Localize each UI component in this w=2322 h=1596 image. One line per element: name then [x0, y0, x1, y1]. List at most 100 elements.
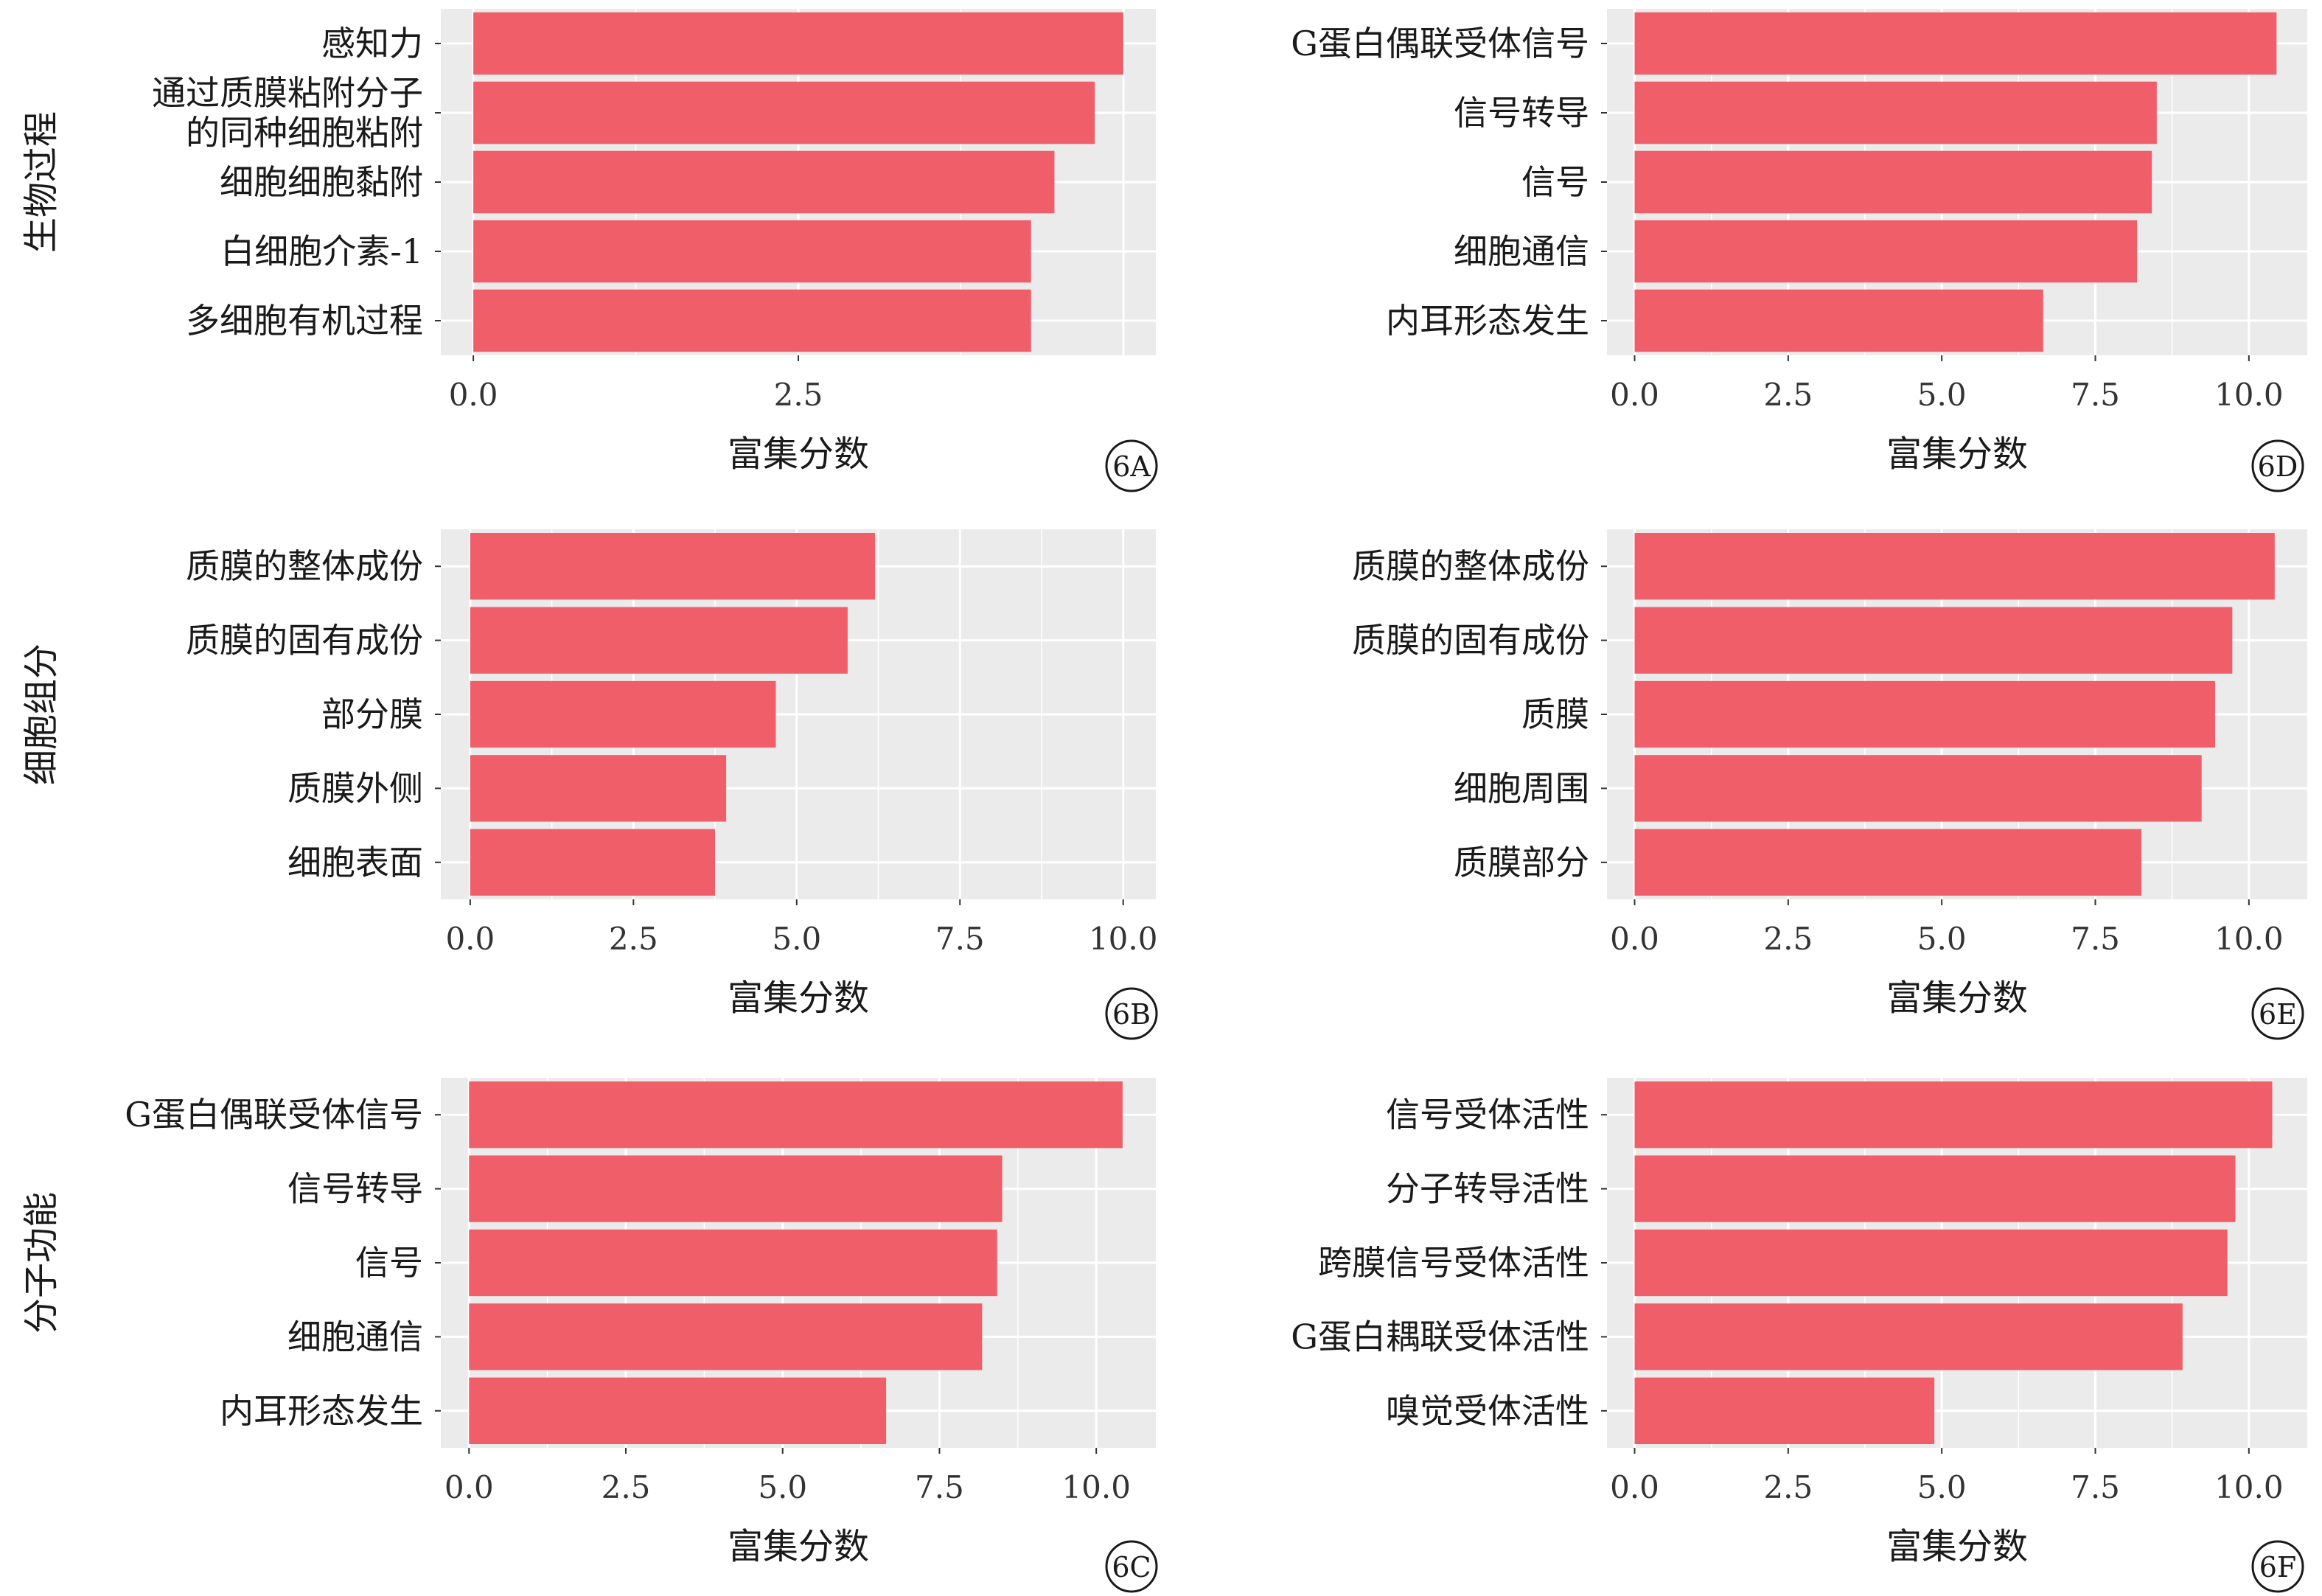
bar: [1634, 150, 2152, 214]
category-label: 细胞周围: [1454, 768, 1589, 808]
x-tick-label: 10.0: [2214, 1469, 2284, 1505]
x-axis-title: 富集分数: [728, 433, 869, 475]
x-tick-label: 2.5: [602, 1469, 651, 1505]
x-tick-label: 2.5: [1763, 377, 1813, 413]
panel-badge-label: 6A: [1112, 450, 1151, 483]
bar: [1634, 81, 2157, 144]
bar: [473, 81, 1095, 144]
category-label: 信号: [355, 1243, 423, 1283]
bar: [473, 289, 1031, 352]
x-tick-label: 0.0: [1610, 377, 1659, 413]
panel-badge: [2251, 439, 2304, 492]
x-tick-label: 2.5: [774, 377, 823, 413]
x-tick-label: 10.0: [2214, 377, 2284, 413]
panel-badge: [2251, 987, 2304, 1040]
x-tick-label: 10.0: [1061, 1469, 1131, 1505]
category-label: 信号转导: [1454, 93, 1589, 133]
x-tick-label: 7.5: [2071, 1469, 2120, 1505]
category-label: 多细胞有机过程: [186, 301, 423, 341]
bar: [470, 533, 876, 600]
panel-badge-label: 6D: [2258, 450, 2298, 483]
x-axis-title: 富集分数: [728, 978, 869, 1019]
category-label: 部分膜: [321, 694, 423, 734]
bar: [470, 755, 727, 822]
panel-badge-label: 6C: [1112, 1551, 1151, 1583]
category-label: 信号转导: [287, 1169, 423, 1209]
category-label: 细胞通信: [1454, 231, 1589, 271]
bar: [469, 1303, 983, 1370]
bar: [469, 1377, 887, 1444]
x-tick-label: 0.0: [449, 377, 498, 413]
category-label: G蛋白耦联受体活性: [1291, 1317, 1589, 1356]
bar: [1634, 220, 2138, 283]
bar: [470, 829, 716, 896]
x-tick-label: 7.5: [2071, 377, 2120, 413]
bar: [473, 220, 1031, 283]
category-label: 信号: [1521, 162, 1589, 202]
category-label: 质膜: [1521, 694, 1589, 734]
category-label: G蛋白偶联受体信号: [125, 1095, 423, 1135]
bar: [1634, 12, 2277, 75]
bar: [1634, 755, 2202, 822]
category-label: 信号受体活性: [1386, 1095, 1589, 1135]
x-tick-label: 0.0: [444, 1469, 494, 1505]
x-tick-label: 0.0: [1610, 1469, 1659, 1505]
row-label: 生物过程: [21, 111, 62, 253]
x-tick-label: 2.5: [1763, 1469, 1813, 1505]
category-label: 质膜的固有成份: [186, 621, 423, 661]
x-axis-title: 富集分数: [728, 1526, 869, 1567]
bar: [469, 1155, 1003, 1222]
bar: [1634, 829, 2141, 896]
category-label: 的同种细胞粘附: [186, 113, 423, 153]
category-label: 质膜外侧: [287, 768, 423, 808]
x-tick-label: 7.5: [935, 921, 985, 957]
category-label: 质膜部分: [1454, 843, 1589, 882]
row-label: 分子功能: [21, 1192, 62, 1334]
x-axis-title: 富集分数: [1886, 433, 2028, 475]
category-label: 感知力: [321, 24, 423, 63]
category-label: 内耳形态发生: [220, 1391, 423, 1431]
category-label: 内耳形态发生: [1386, 301, 1589, 341]
x-tick-label: 5.0: [1917, 377, 1967, 413]
category-label: 白细胞介素-1: [220, 231, 423, 271]
x-tick-label: 0.0: [1610, 921, 1659, 957]
x-tick-label: 10.0: [1089, 921, 1158, 957]
panel-badge: [1105, 439, 1158, 492]
panel-badge-label: 6F: [2259, 1551, 2297, 1583]
category-label: 细胞细胞黏附: [220, 162, 423, 202]
x-tick-label: 5.0: [772, 921, 821, 957]
panel-badge-label: 6B: [1112, 998, 1151, 1031]
bar: [470, 607, 848, 674]
x-axis-title: 富集分数: [1886, 978, 2028, 1019]
bar: [1634, 289, 2043, 352]
bar: [1634, 1229, 2228, 1297]
panel-badge: [2251, 1540, 2304, 1593]
x-tick-label: 5.0: [1917, 921, 1967, 957]
bar: [469, 1229, 997, 1297]
category-label: 质膜的整体成份: [186, 546, 423, 586]
x-tick-label: 7.5: [915, 1469, 964, 1505]
bar: [1634, 533, 2275, 600]
category-label: G蛋白偶联受体信号: [1291, 24, 1589, 63]
bar: [473, 150, 1055, 214]
bar: [1634, 1377, 1935, 1444]
category-label: 细胞通信: [287, 1317, 423, 1356]
category-label: 质膜的固有成份: [1352, 621, 1589, 661]
panel-badge-label: 6E: [2259, 998, 2297, 1031]
x-axis-title: 富集分数: [1886, 1526, 2028, 1567]
bar: [1634, 1081, 2273, 1149]
bar: [469, 1081, 1123, 1149]
category-label: 通过质膜粘附分子: [152, 73, 423, 113]
category-label: 细胞表面: [287, 843, 423, 882]
x-tick-label: 2.5: [1763, 921, 1813, 957]
x-tick-label: 10.0: [2214, 921, 2284, 957]
row-label: 细胞组分: [21, 644, 62, 785]
x-tick-label: 5.0: [758, 1469, 807, 1505]
bar: [1634, 680, 2215, 748]
